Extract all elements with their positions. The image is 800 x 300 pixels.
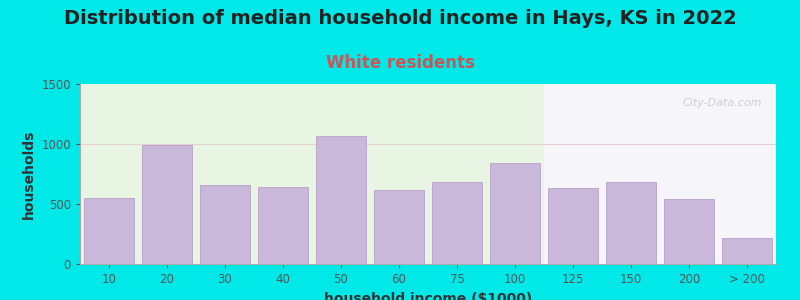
- Bar: [254, 84, 312, 264]
- Bar: [428, 84, 486, 264]
- Bar: [84, 198, 134, 264]
- Bar: [258, 187, 308, 264]
- Bar: [722, 238, 772, 264]
- Bar: [142, 145, 192, 264]
- Bar: [374, 190, 424, 264]
- Bar: [544, 84, 776, 264]
- Bar: [548, 188, 598, 264]
- Bar: [370, 84, 428, 264]
- Text: City-Data.com: City-Data.com: [682, 98, 762, 108]
- Bar: [200, 185, 250, 264]
- Bar: [490, 163, 540, 264]
- Bar: [316, 136, 366, 264]
- X-axis label: household income ($1000): household income ($1000): [324, 292, 532, 300]
- Bar: [138, 84, 196, 264]
- Bar: [432, 182, 482, 264]
- Bar: [196, 84, 254, 264]
- Bar: [80, 84, 138, 264]
- Bar: [486, 84, 544, 264]
- Text: Distribution of median household income in Hays, KS in 2022: Distribution of median household income …: [64, 9, 736, 28]
- Bar: [606, 182, 656, 264]
- Bar: [664, 199, 714, 264]
- Text: White residents: White residents: [326, 54, 474, 72]
- Bar: [80, 84, 544, 264]
- Bar: [312, 84, 370, 264]
- Y-axis label: households: households: [22, 129, 36, 219]
